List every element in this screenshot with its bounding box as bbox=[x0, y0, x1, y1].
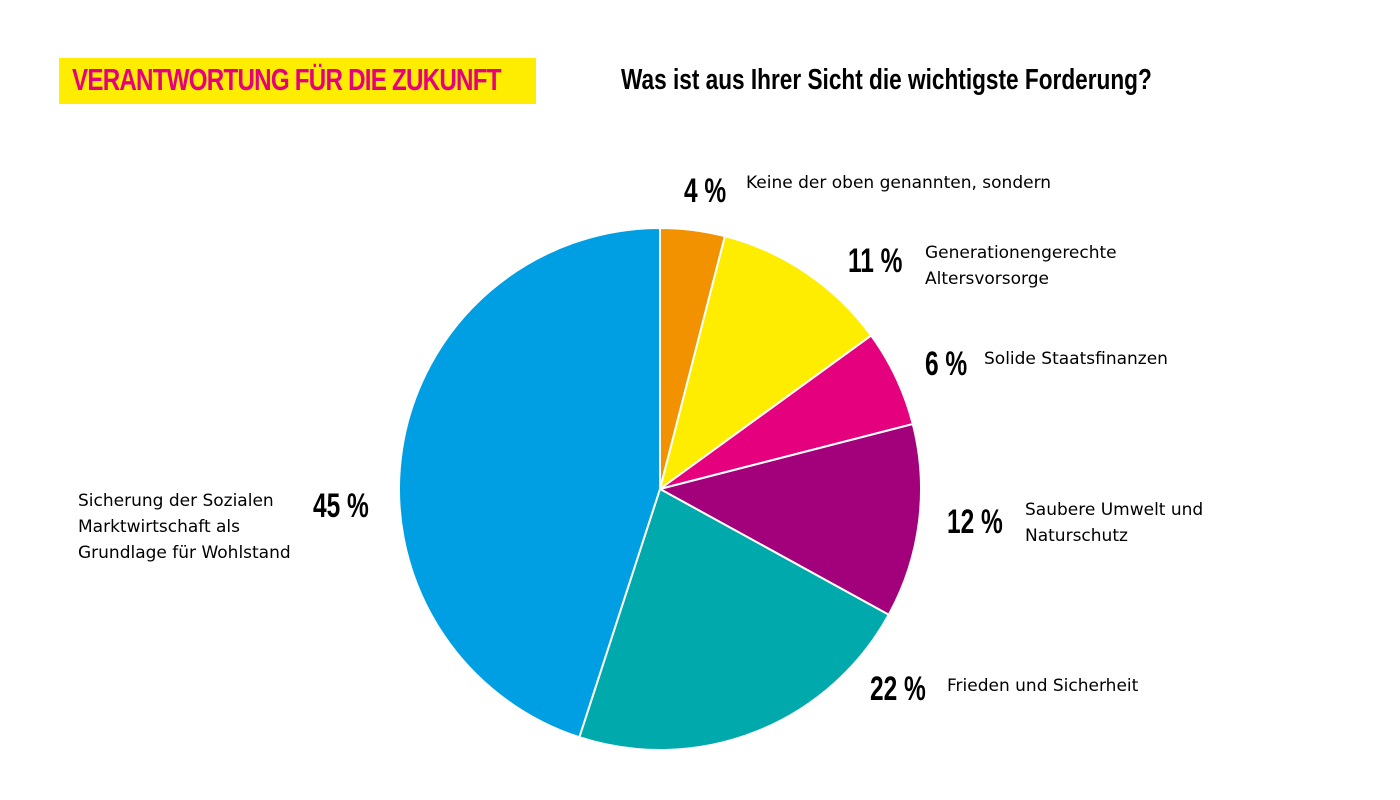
value-label-staatsfinanzen: 6 % bbox=[925, 345, 968, 383]
value-label-frieden: 22 % bbox=[870, 670, 926, 708]
chart-question: Was ist aus Ihrer Sicht die wichtigste F… bbox=[621, 64, 1152, 96]
value-label-keine: 4 % bbox=[684, 172, 727, 210]
category-label-line: Altersvorsorge bbox=[925, 269, 1049, 289]
header-badge bbox=[59, 58, 536, 104]
category-label-line: Naturschutz bbox=[1025, 526, 1128, 546]
category-label-line: Sicherung der Sozialen bbox=[78, 491, 274, 511]
category-label-line: Keine der oben genannten, sondern bbox=[746, 173, 1052, 193]
pie-slice-umwelt bbox=[659, 423, 922, 616]
category-label-line: Grundlage für Wohlstand bbox=[78, 543, 291, 563]
category-label-altersvorsorge: Generationengerechte Altersvorsorge bbox=[925, 240, 1117, 292]
category-label-umwelt: Saubere Umwelt und Naturschutz bbox=[1025, 497, 1203, 549]
category-label-line: Marktwirtschaft als bbox=[78, 517, 241, 537]
value-label-altersvorsorge: 11 % bbox=[848, 242, 903, 280]
value-label-marktwirtschaft: 45 % bbox=[313, 487, 369, 525]
category-label-line: Solide Staatsfinanzen bbox=[984, 349, 1168, 369]
value-label-umwelt: 12 % bbox=[947, 503, 1003, 541]
pie-slice-frieden bbox=[578, 488, 890, 751]
pie-slice-altersvorsorge bbox=[659, 235, 873, 490]
category-label-keine: Keine der oben genannten, sondern bbox=[746, 170, 1051, 196]
category-label-frieden: Frieden und Sicherheit bbox=[947, 673, 1138, 699]
category-label-line: Saubere Umwelt und bbox=[1025, 500, 1204, 520]
header-badge-text: VERANTWORTUNG FÜR DIE ZUKUNFT bbox=[72, 62, 501, 97]
category-label-marktwirtschaft: Sicherung der Sozialen Marktwirtschaft a… bbox=[78, 488, 291, 566]
category-label-staatsfinanzen: Solide Staatsfinanzen bbox=[984, 346, 1168, 372]
category-label-line: Generationengerechte bbox=[925, 243, 1117, 263]
pie-slice-marktwirtschaft bbox=[398, 227, 661, 739]
category-label-line: Frieden und Sicherheit bbox=[947, 676, 1139, 696]
